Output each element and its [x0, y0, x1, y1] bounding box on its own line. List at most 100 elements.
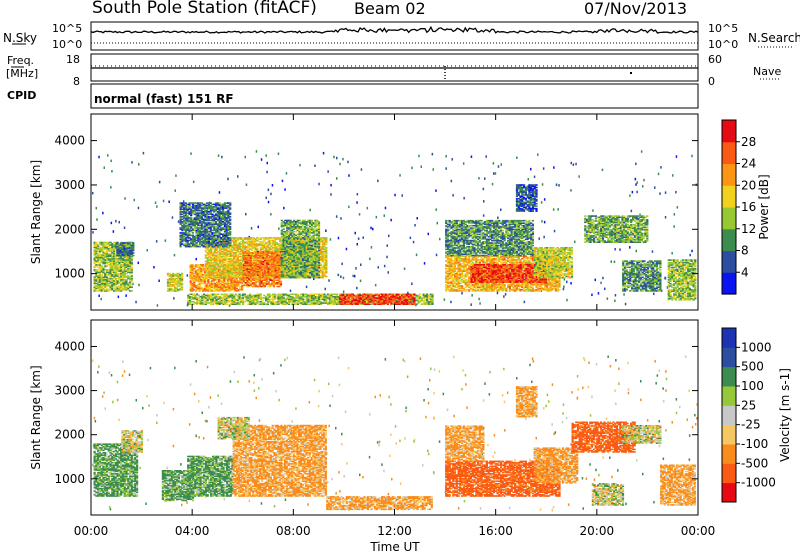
power-speckle: [623, 293, 625, 296]
power-speckle: [614, 248, 616, 251]
power-speckle: [155, 202, 157, 205]
power-speckle: [286, 172, 288, 175]
power-cell: [132, 242, 134, 244]
power-speckle: [371, 246, 373, 249]
power-speckle: [175, 189, 177, 192]
power-speckle: [530, 168, 532, 171]
power-speckle: [172, 216, 174, 219]
power-speckle: [544, 221, 546, 224]
power-speckle: [528, 178, 530, 181]
power-speckle: [660, 166, 662, 169]
power-speckle: [265, 154, 267, 157]
power-cell: [131, 262, 133, 264]
power-speckle: [471, 156, 473, 159]
power-speckle: [343, 277, 345, 280]
power-speckle: [147, 249, 149, 252]
power-speckle: [452, 194, 454, 197]
power-speckle: [677, 206, 679, 209]
cpid-panel-frame: [91, 84, 698, 108]
power-speckle: [356, 201, 358, 204]
power-speckle: [124, 197, 126, 200]
power-speckle: [196, 258, 198, 261]
power-speckle: [463, 197, 465, 200]
power-speckle: [658, 173, 660, 176]
power-speckle: [673, 225, 675, 228]
power-speckle: [600, 282, 602, 285]
power-speckle: [691, 155, 693, 158]
power-speckle: [629, 246, 631, 249]
power-speckle: [107, 154, 109, 157]
power-speckle: [134, 199, 136, 202]
power-speckle: [394, 194, 396, 197]
power-speckle: [637, 181, 639, 184]
power-speckle: [604, 288, 606, 291]
power-cell: [202, 264, 204, 266]
power-speckle: [654, 186, 656, 189]
power-speckle: [157, 304, 159, 307]
power-speckle: [539, 237, 541, 240]
power-speckle: [347, 161, 349, 164]
power-speckle: [493, 162, 495, 165]
power-speckle: [556, 184, 558, 187]
power-speckle: [615, 294, 617, 297]
power-speckle: [96, 218, 98, 221]
power-speckle: [399, 174, 401, 177]
power-speckle: [495, 172, 497, 175]
power-speckle: [124, 227, 126, 230]
power-speckle: [115, 220, 117, 223]
power-speckle: [342, 158, 344, 161]
power-speckle: [153, 266, 155, 269]
power-speckle: [369, 258, 371, 261]
power-cell: [131, 290, 133, 292]
power-speckle: [309, 209, 311, 212]
power-speckle: [284, 188, 286, 191]
power-speckle: [237, 175, 239, 178]
power-speckle: [336, 157, 338, 160]
power-speckle: [573, 163, 575, 166]
power-speckle: [113, 230, 115, 233]
power-speckle: [635, 163, 637, 166]
power-speckle: [483, 200, 485, 203]
power-speckle: [299, 164, 301, 167]
power-speckle: [432, 153, 434, 156]
power-speckle: [492, 183, 494, 186]
power-speckle: [314, 165, 316, 168]
power-speckle: [356, 287, 358, 290]
power-speckle: [483, 214, 485, 217]
power-speckle: [261, 158, 263, 161]
power-speckle: [553, 166, 555, 169]
power-speckle: [138, 284, 140, 287]
power-speckle: [557, 208, 559, 211]
power-speckle: [256, 150, 258, 153]
power-speckle: [111, 222, 113, 225]
power-speckle: [553, 208, 555, 211]
power-speckle: [388, 271, 390, 274]
power-speckle: [672, 174, 674, 177]
power-speckle: [445, 167, 447, 170]
power-speckle: [357, 193, 359, 196]
power-speckle: [163, 200, 165, 203]
power-speckle: [227, 178, 229, 181]
power-speckle: [671, 252, 673, 255]
power-speckle: [537, 153, 539, 156]
power-speckle: [436, 254, 438, 257]
power-cell: [318, 274, 320, 276]
power-speckle: [110, 160, 112, 163]
power-speckle: [92, 192, 94, 195]
power-speckle: [348, 206, 350, 209]
power-speckle: [138, 262, 140, 265]
power-speckle: [598, 292, 600, 295]
power-speckle: [418, 155, 420, 158]
power-speckle: [358, 237, 360, 240]
power-speckle: [346, 248, 348, 251]
power-speckle: [355, 232, 357, 235]
power-speckle: [143, 152, 145, 155]
power-speckle: [267, 162, 269, 165]
power-speckle: [178, 220, 180, 223]
power-speckle: [611, 260, 613, 263]
power-speckle: [384, 265, 386, 268]
power-speckle: [376, 216, 378, 219]
power-cell: [131, 286, 133, 288]
power-speckle: [437, 222, 439, 225]
